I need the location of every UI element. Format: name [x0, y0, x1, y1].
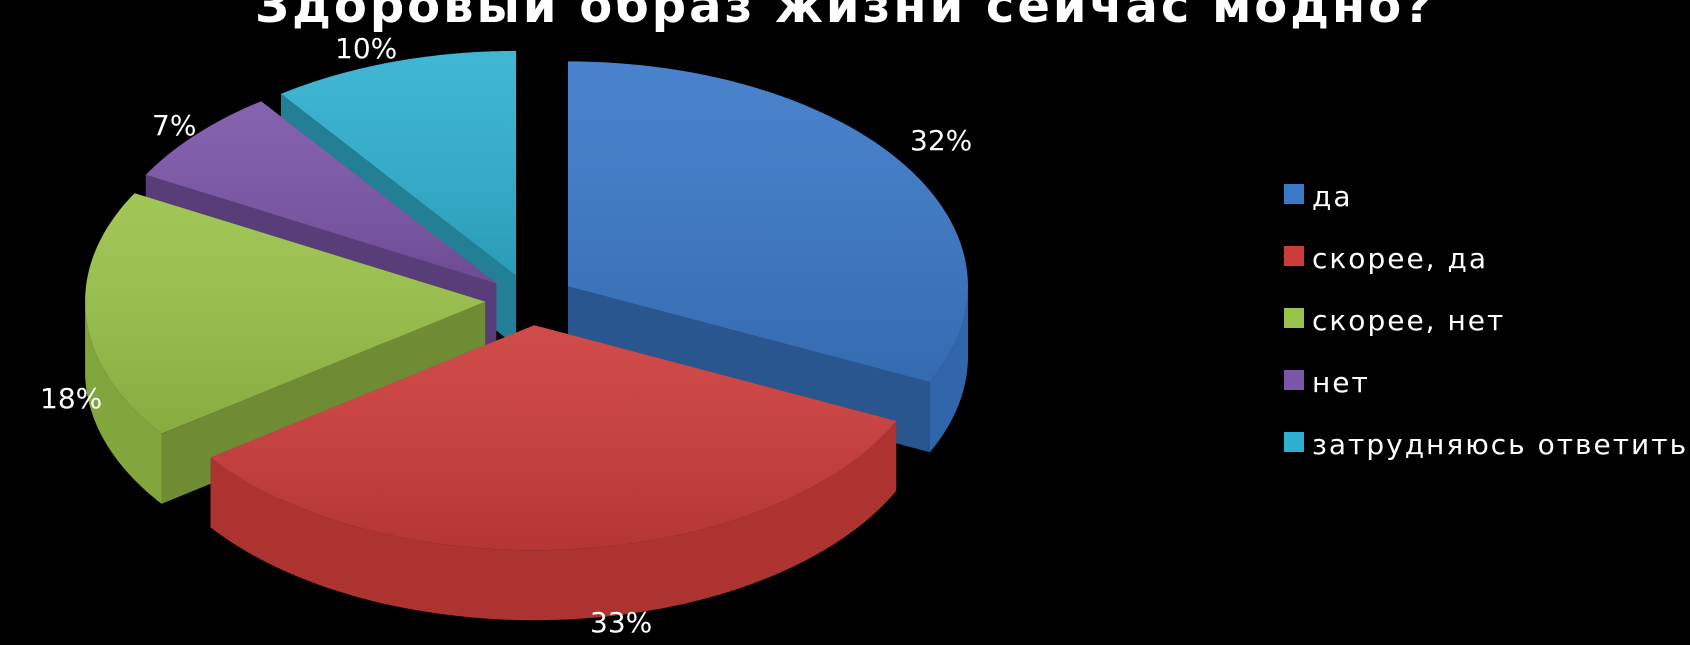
pie-slice-side [210, 421, 897, 621]
pie-slice-side [85, 299, 162, 504]
pie-slice-top-shade [567, 61, 968, 383]
chart-title: Здоровый образ жизни сейчас модно? [255, 0, 1435, 34]
legend-item-0: да [1284, 180, 1353, 213]
legend-item-3: нет [1284, 366, 1370, 399]
data-label-2: 18% [40, 382, 102, 415]
legend-label: скорее, да [1312, 242, 1488, 275]
data-label-1: 33% [590, 606, 652, 639]
legend-item-2: скорее, нет [1284, 304, 1505, 337]
data-label-3: 7% [152, 109, 196, 142]
legend-swatch [1284, 246, 1304, 266]
legend-item-1: скорее, да [1284, 242, 1488, 275]
data-label-4: 10% [335, 32, 397, 65]
legend: да скорее, да скорее, нет нет затрудняюсь от… [1284, 180, 1688, 461]
pie-slice-top-shade [281, 50, 517, 276]
pie-slice-top-shade [85, 193, 486, 434]
pie-slice-1 [210, 325, 897, 621]
legend-swatch [1284, 370, 1304, 390]
legend-swatch [1284, 184, 1304, 204]
pie-slice-side [929, 286, 968, 453]
legend-label: скорее, нет [1312, 304, 1505, 337]
legend-swatch [1284, 432, 1304, 452]
legend-label: да [1312, 180, 1353, 213]
legend-item-4: затрудняюсь ответить [1284, 428, 1688, 461]
pie-slice-top-shade [145, 101, 497, 284]
pie-slices [85, 50, 968, 621]
legend-label: нет [1312, 366, 1370, 399]
legend-swatch [1284, 308, 1304, 328]
legend-label: затрудняюсь ответить [1312, 428, 1688, 461]
data-label-0: 32% [910, 124, 972, 157]
data-labels: 32% 33% 18% 7% 10% [40, 32, 972, 639]
pie-slice-top-shade [210, 325, 897, 551]
